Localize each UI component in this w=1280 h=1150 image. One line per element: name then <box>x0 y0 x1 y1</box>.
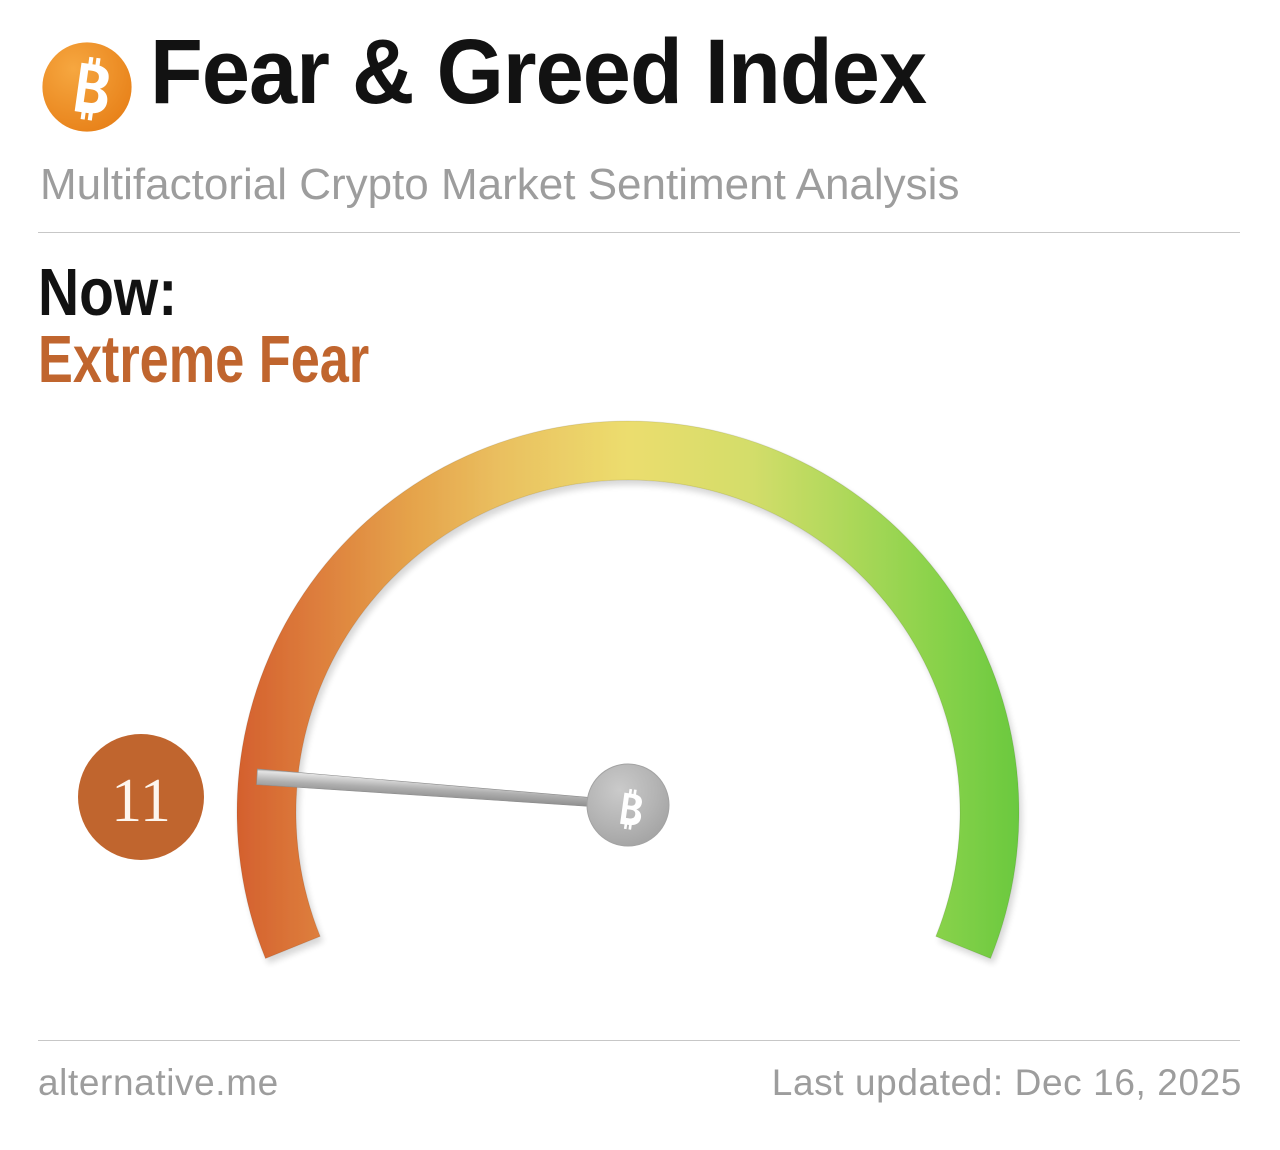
svg-text:11: 11 <box>111 767 171 835</box>
